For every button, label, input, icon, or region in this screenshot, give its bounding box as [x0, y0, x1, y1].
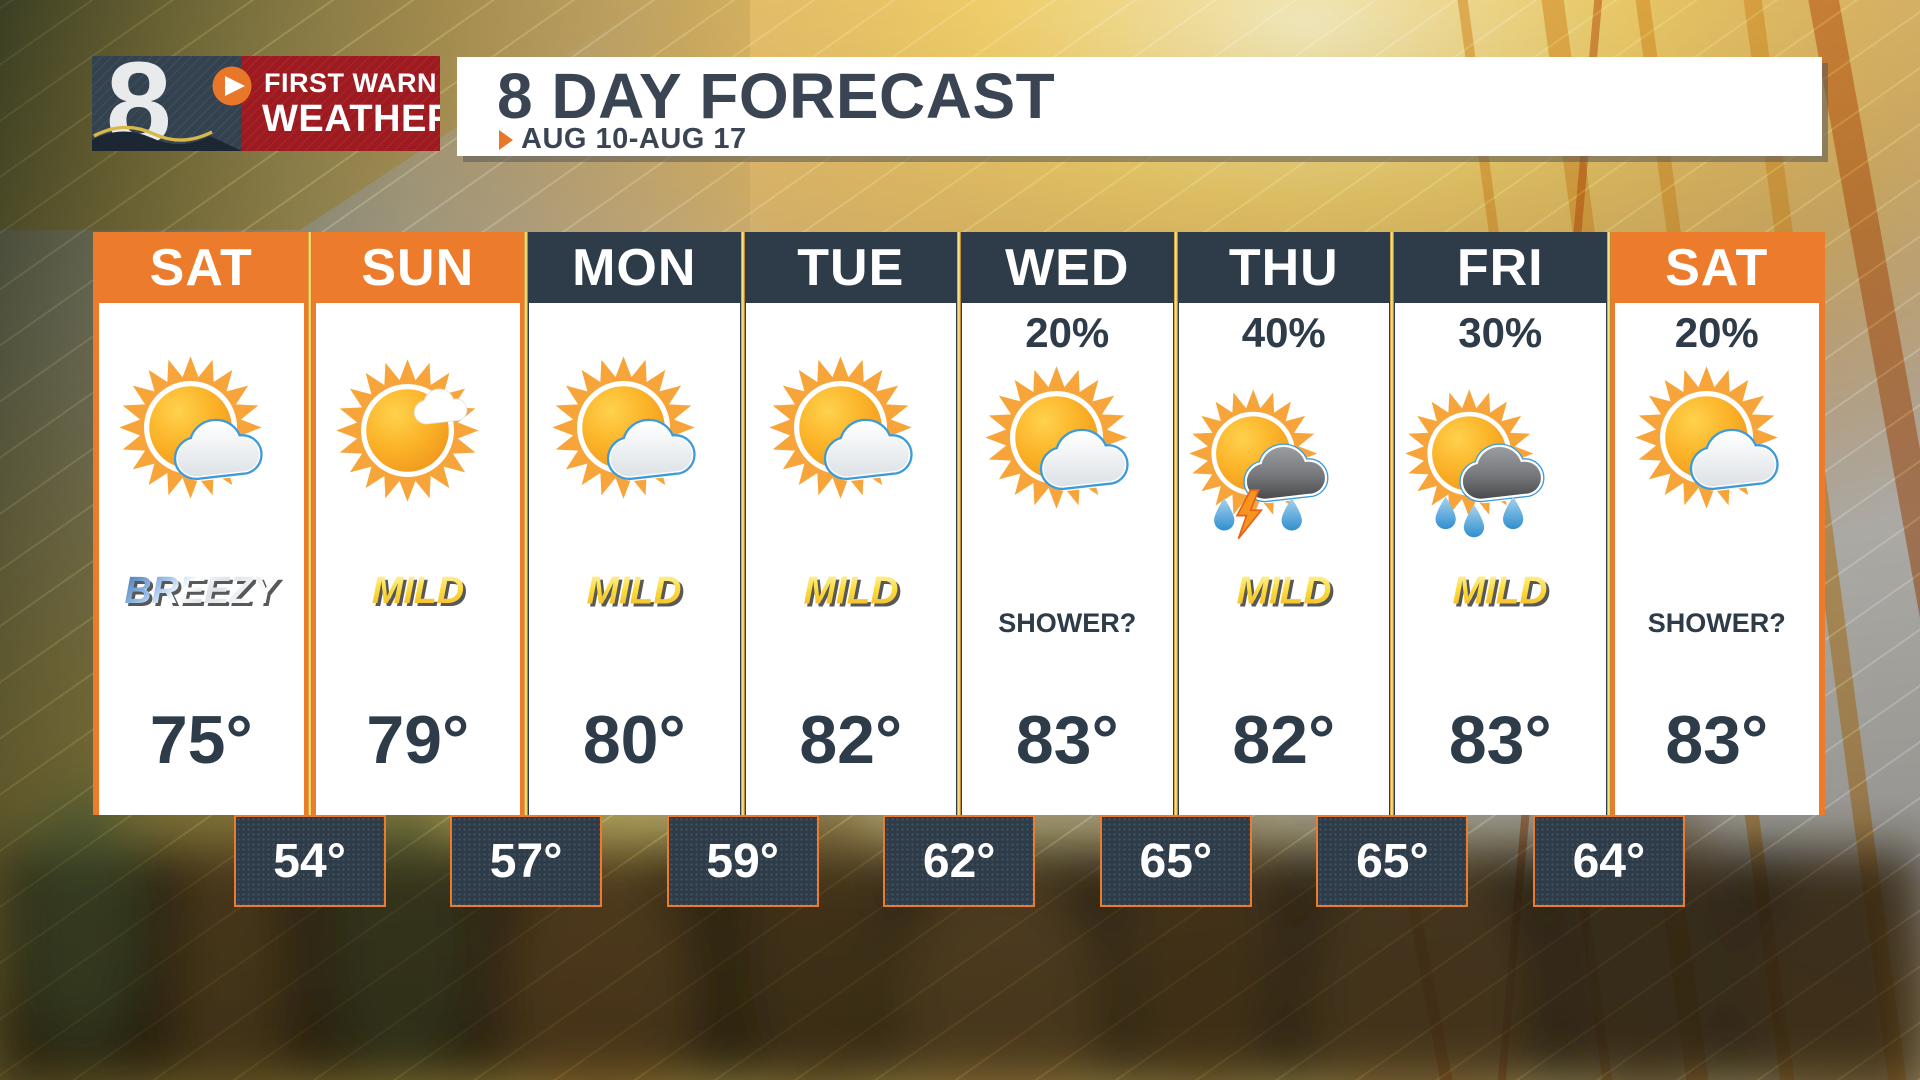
svg-text:WEATHER: WEATHER	[262, 98, 440, 140]
svg-text:BREEZY: BREEZY	[124, 570, 281, 612]
svg-text:MILD: MILD	[803, 570, 898, 613]
svg-text:FIRST WARN: FIRST WARN	[264, 68, 437, 98]
svg-text:MILD: MILD	[1236, 570, 1331, 613]
svg-text:MILD: MILD	[1452, 570, 1547, 613]
svg-text:MILD: MILD	[586, 570, 681, 613]
svg-text:MILD: MILD	[371, 570, 463, 612]
